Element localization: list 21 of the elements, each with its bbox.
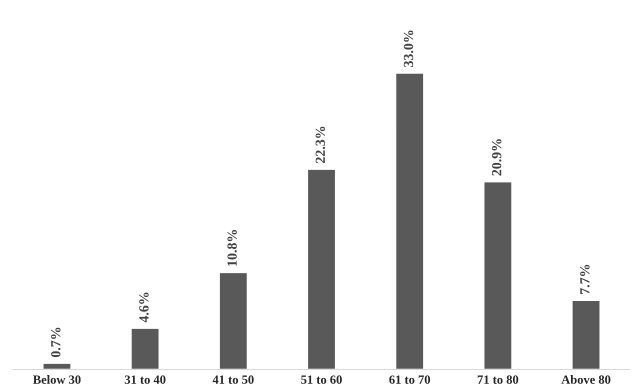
x-tick-label: 31 to 40 bbox=[124, 375, 166, 384]
x-tick-label: Above 80 bbox=[561, 375, 610, 384]
bar bbox=[130, 327, 160, 370]
bar bbox=[218, 272, 248, 370]
bar bbox=[483, 181, 513, 370]
data-label: 7.7% bbox=[580, 264, 590, 294]
data-label: 4.6% bbox=[139, 292, 149, 322]
data-label: 10.8% bbox=[227, 230, 237, 266]
x-tick-label: 41 to 50 bbox=[212, 375, 254, 384]
data-label: 22.3% bbox=[316, 126, 326, 164]
data-label: 33.0% bbox=[404, 30, 414, 67]
x-tick-label: 61 to 70 bbox=[389, 375, 430, 384]
x-tick-label: Below 30 bbox=[33, 375, 81, 384]
data-label: 0.7% bbox=[51, 328, 60, 358]
bar bbox=[394, 72, 424, 370]
x-tick-label: 51 to 60 bbox=[301, 375, 342, 384]
bar bbox=[571, 300, 601, 370]
x-tick-label: 71 to 80 bbox=[478, 375, 518, 384]
bar bbox=[42, 362, 72, 370]
data-label: 20.9% bbox=[492, 139, 502, 176]
bar bbox=[306, 168, 336, 370]
